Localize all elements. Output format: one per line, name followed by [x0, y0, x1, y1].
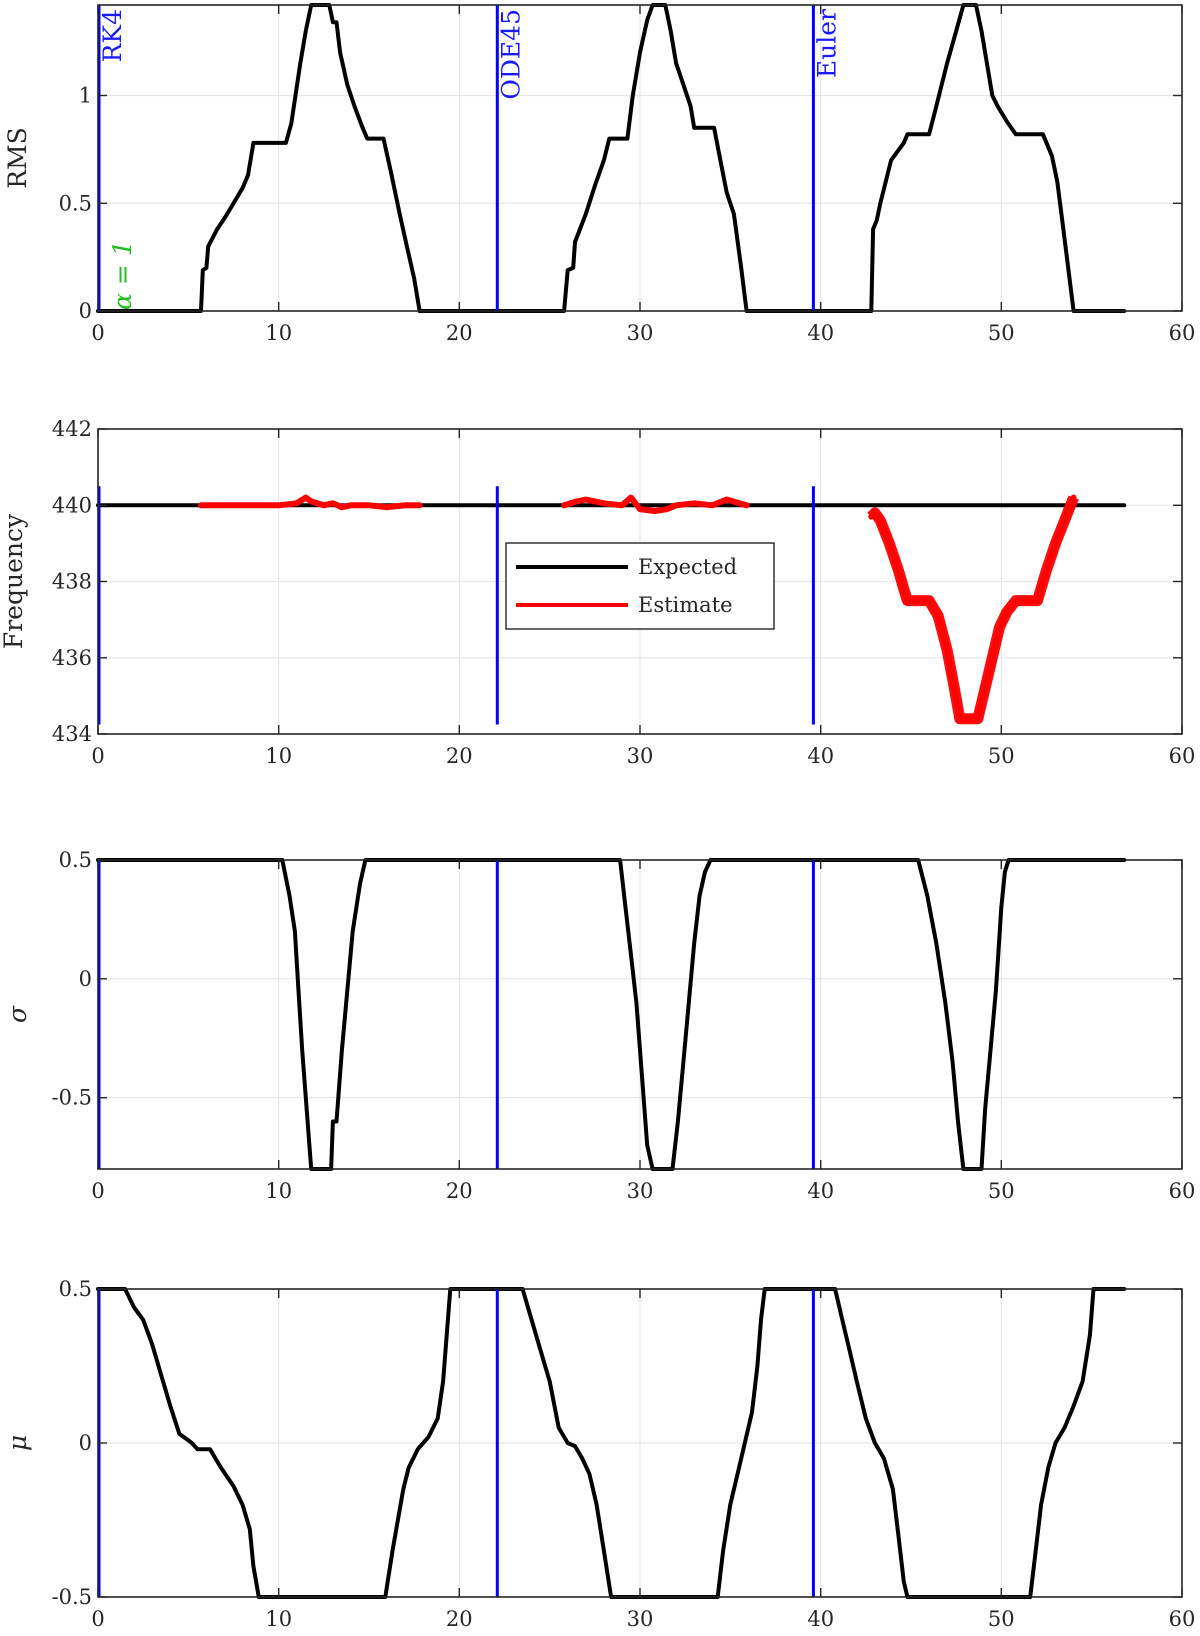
x-tick-label: 0 [91, 1607, 104, 1631]
x-tick-label: 10 [265, 321, 292, 345]
x-tick-label: 60 [1169, 744, 1196, 768]
x-tick-label: 60 [1169, 1179, 1196, 1203]
y-axis-label: Frequency [0, 513, 28, 649]
legend: Expected Estimate [505, 542, 775, 630]
x-tick-label: 10 [265, 1179, 292, 1203]
x-tick-label: 20 [446, 1179, 473, 1203]
x-tick-label: 50 [988, 744, 1015, 768]
x-tick-label: 20 [446, 321, 473, 345]
method-label-rk4: RK4 [98, 9, 127, 62]
x-tick-label: 10 [265, 744, 292, 768]
y-tick-label: 0 [79, 299, 92, 323]
y-tick-label: 0 [79, 967, 92, 991]
y-tick-label: 1 [79, 84, 92, 108]
y-axis-label: RMS [3, 127, 32, 189]
method-label-ode45: ODE45 [496, 9, 525, 100]
x-tick-label: 10 [265, 1607, 292, 1631]
legend-label-expected: Expected [638, 555, 737, 579]
x-tick-label: 60 [1169, 1607, 1196, 1631]
x-tick-label: 40 [807, 321, 834, 345]
y-tick-label: -0.5 [52, 1086, 93, 1110]
x-tick-label: 0 [91, 744, 104, 768]
y-tick-label: 0.5 [59, 848, 92, 872]
legend-box [505, 542, 775, 630]
panel-mu: 0 10 20 30 40 50 60-0.500.5μ [3, 1277, 1195, 1631]
y-tick-label: 442 [52, 417, 92, 441]
x-tick-label: 40 [807, 1607, 834, 1631]
series-line-0 [96, 1287, 1127, 1599]
y-axis-label: σ [3, 1005, 32, 1023]
y-tick-label: 434 [52, 722, 92, 746]
y-tick-label: 0.5 [59, 191, 92, 215]
y-tick-label: -0.5 [52, 1585, 93, 1609]
x-tick-label: 0 [91, 1179, 104, 1203]
y-axis-label: μ [3, 1435, 32, 1451]
x-tick-label: 50 [988, 1179, 1015, 1203]
series-estimate-band [867, 495, 1079, 725]
panel-frequency: 0 10 20 30 40 50 60 434 436 438 440 442 Frequency Exp… [0, 417, 1195, 768]
x-tick-label: 30 [627, 1607, 654, 1631]
x-tick-label: 0 [91, 321, 104, 345]
y-tick-label: 436 [52, 646, 92, 670]
x-tick-label: 30 [627, 1179, 654, 1203]
x-tick-label: 40 [807, 1179, 834, 1203]
alpha-label: α = 1 [108, 240, 137, 310]
method-label-euler: Euler [812, 9, 841, 78]
x-tick-label: 50 [988, 321, 1015, 345]
x-tick-label: 60 [1169, 321, 1196, 345]
x-tick-label: 30 [627, 744, 654, 768]
panel-sigma: 0 10 20 30 40 50 60 -0.5 0 0.5 σ [3, 848, 1195, 1203]
x-tick-label: 40 [807, 744, 834, 768]
x-tick-label: 20 [446, 1607, 473, 1631]
y-tick-label: 0.5 [59, 1277, 92, 1301]
x-tick-label: 50 [988, 1607, 1015, 1631]
x-tick-label: 20 [446, 744, 473, 768]
y-tick-label: 0 [79, 1431, 92, 1455]
y-tick-label: 440 [52, 493, 92, 517]
legend-label-estimate: Estimate [638, 593, 733, 617]
x-tick-label: 30 [627, 321, 654, 345]
y-tick-label: 438 [52, 570, 92, 594]
